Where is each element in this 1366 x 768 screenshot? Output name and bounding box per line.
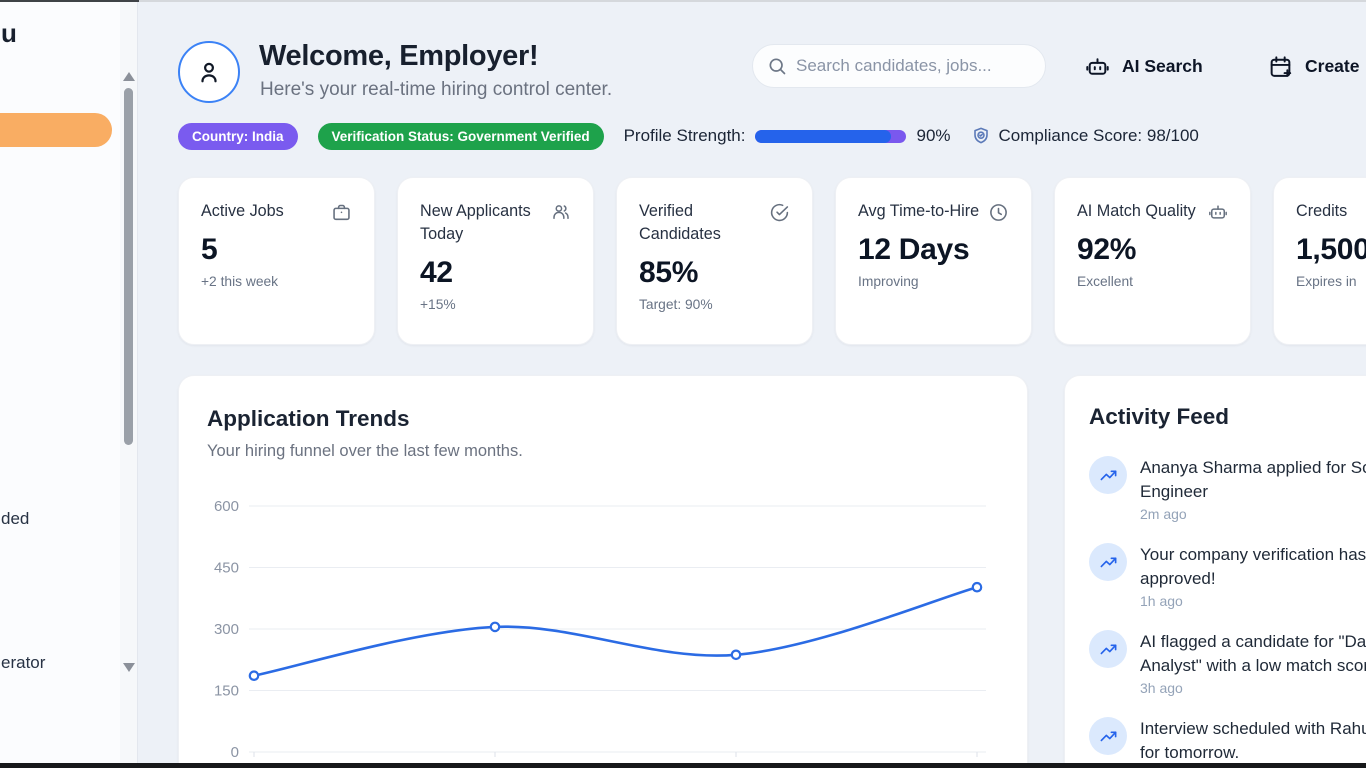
feed-item: Ananya Sharma applied for Software Engin… [1089, 456, 1366, 522]
users-icon [551, 202, 571, 222]
stat-sub: Expires in [1296, 274, 1357, 289]
profile-strength-label: Profile Strength: [623, 126, 746, 145]
stat-title: Active Jobs [201, 202, 284, 220]
stat-title: AI Match Quality [1077, 202, 1196, 220]
user-icon [194, 57, 224, 87]
stat-title: Avg Time-to-Hire [858, 202, 980, 220]
profile-strength-fill [755, 129, 892, 143]
feed-item-text: AI flagged a candidate for "Data Analyst… [1140, 632, 1366, 675]
svg-text:450: 450 [214, 560, 239, 577]
profile-strength-percent: 90% [916, 126, 951, 145]
feed-item: Interview scheduled with Rahul Verma for… [1089, 717, 1366, 767]
scrollbar-down-arrow[interactable] [123, 663, 135, 672]
stat-card-ai-match: AI Match Quality 92% Excellent [1054, 177, 1251, 345]
feed-item: AI flagged a candidate for "Data Analyst… [1089, 630, 1366, 696]
sidebar-active-item[interactable] [0, 113, 112, 147]
page-subtitle: Here's your real-time hiring control cen… [260, 79, 613, 100]
stat-value: 85% [639, 256, 699, 289]
feed-item-text: Your company verification has been appro… [1140, 545, 1366, 588]
feed-item: Your company verification has been appro… [1089, 543, 1366, 609]
activity-feed-panel: Activity Feed Ananya Sharma applied for … [1064, 375, 1366, 768]
country-badge: Country: India [178, 122, 298, 150]
feed-item-text: Interview scheduled with Rahul Verma for… [1140, 719, 1366, 762]
svg-text:300: 300 [214, 621, 239, 638]
window-top-border-dark [0, 0, 139, 2]
create-button[interactable]: Create [1268, 50, 1359, 82]
stat-title: Credits [1296, 202, 1348, 220]
bot-icon [1085, 54, 1110, 79]
chart-title: Application Trends [207, 406, 410, 431]
trending-up-icon [1089, 717, 1127, 755]
stat-value: 12 Days [858, 233, 970, 266]
stat-sub: +15% [420, 297, 456, 312]
ai-search-button[interactable]: AI Search [1085, 50, 1203, 82]
sidebar-item[interactable]: erator [1, 653, 46, 672]
ai-search-label: AI Search [1122, 55, 1203, 76]
feed-item-text: Ananya Sharma applied for Software Engin… [1140, 458, 1366, 501]
svg-text:0: 0 [231, 744, 239, 761]
briefcase-icon [331, 202, 352, 223]
brand-logo: u [1, 18, 17, 48]
stat-title: Verified Candidates [639, 202, 721, 243]
clock-icon [988, 202, 1009, 223]
employer-avatar[interactable] [178, 41, 240, 103]
feed-item-time: 1h ago [1140, 593, 1183, 609]
trending-up-icon [1089, 630, 1127, 668]
trending-up-icon [1089, 543, 1127, 581]
stat-card-new-applicants: New Applicants Today 42 +15% [397, 177, 594, 345]
compliance-score-label: Compliance Score: 98/100 [998, 126, 1199, 145]
stats-row: Active Jobs 5 +2 this week New Applicant… [178, 177, 1366, 345]
search-input[interactable] [796, 56, 1026, 76]
calendar-plus-icon [1268, 54, 1293, 79]
scrollbar-up-arrow[interactable] [123, 72, 135, 81]
stat-value: 1,500 [1296, 233, 1366, 266]
shield-check-icon [971, 126, 991, 146]
create-label: Create [1305, 55, 1360, 76]
stat-card-time-to-hire: Avg Time-to-Hire 12 Days Improving [835, 177, 1032, 345]
stat-sub: +2 this week [201, 274, 279, 289]
compliance-score: Compliance Score: 98/100 [971, 126, 1199, 146]
feed-item-time: 3h ago [1140, 680, 1183, 696]
sidebar: u ded erator [0, 0, 138, 768]
stat-value: 42 [420, 256, 453, 289]
search-bar[interactable] [752, 44, 1046, 88]
stat-sub: Improving [858, 274, 919, 289]
window-top-border [0, 0, 1366, 2]
activity-feed-title: Activity Feed [1089, 404, 1230, 429]
page-title: Welcome, Employer! [259, 40, 539, 72]
stat-sub: Target: 90% [639, 297, 713, 312]
feed-item-time: 2m ago [1140, 506, 1187, 522]
window-bottom-bar [0, 763, 1366, 768]
status-bar: Country: India Verification Status: Gove… [178, 122, 1199, 150]
chart-subtitle: Your hiring funnel over the last few mon… [207, 442, 523, 460]
stat-card-credits: Credits 1,500 Expires in [1273, 177, 1366, 345]
bot-icon [1208, 202, 1228, 222]
stat-card-verified-candidates: Verified Candidates 85% Target: 90% [616, 177, 813, 345]
check-circle-icon [769, 202, 790, 223]
svg-text:600: 600 [214, 498, 239, 515]
application-trends-chart: 0 150 300 450 600 [214, 498, 986, 761]
sidebar-item[interactable]: ded [1, 509, 30, 528]
profile-strength: Profile Strength: 90% [624, 126, 951, 146]
stat-title: New Applicants Today [420, 202, 531, 243]
search-icon [767, 56, 787, 76]
verification-badge: Verification Status: Government Verified [317, 122, 604, 150]
profile-strength-bar [755, 129, 907, 143]
stat-sub: Excellent [1077, 274, 1133, 289]
scrollbar-thumb[interactable] [124, 88, 133, 445]
svg-text:150: 150 [214, 683, 239, 700]
stat-value: 5 [201, 233, 218, 266]
application-trends-card: Application Trends Your hiring funnel ov… [178, 375, 1028, 768]
trending-up-icon [1089, 456, 1127, 494]
stat-card-active-jobs: Active Jobs 5 +2 this week [178, 177, 375, 345]
activity-feed-list: Ananya Sharma applied for Software Engin… [1089, 456, 1366, 767]
stat-value: 92% [1077, 233, 1137, 266]
